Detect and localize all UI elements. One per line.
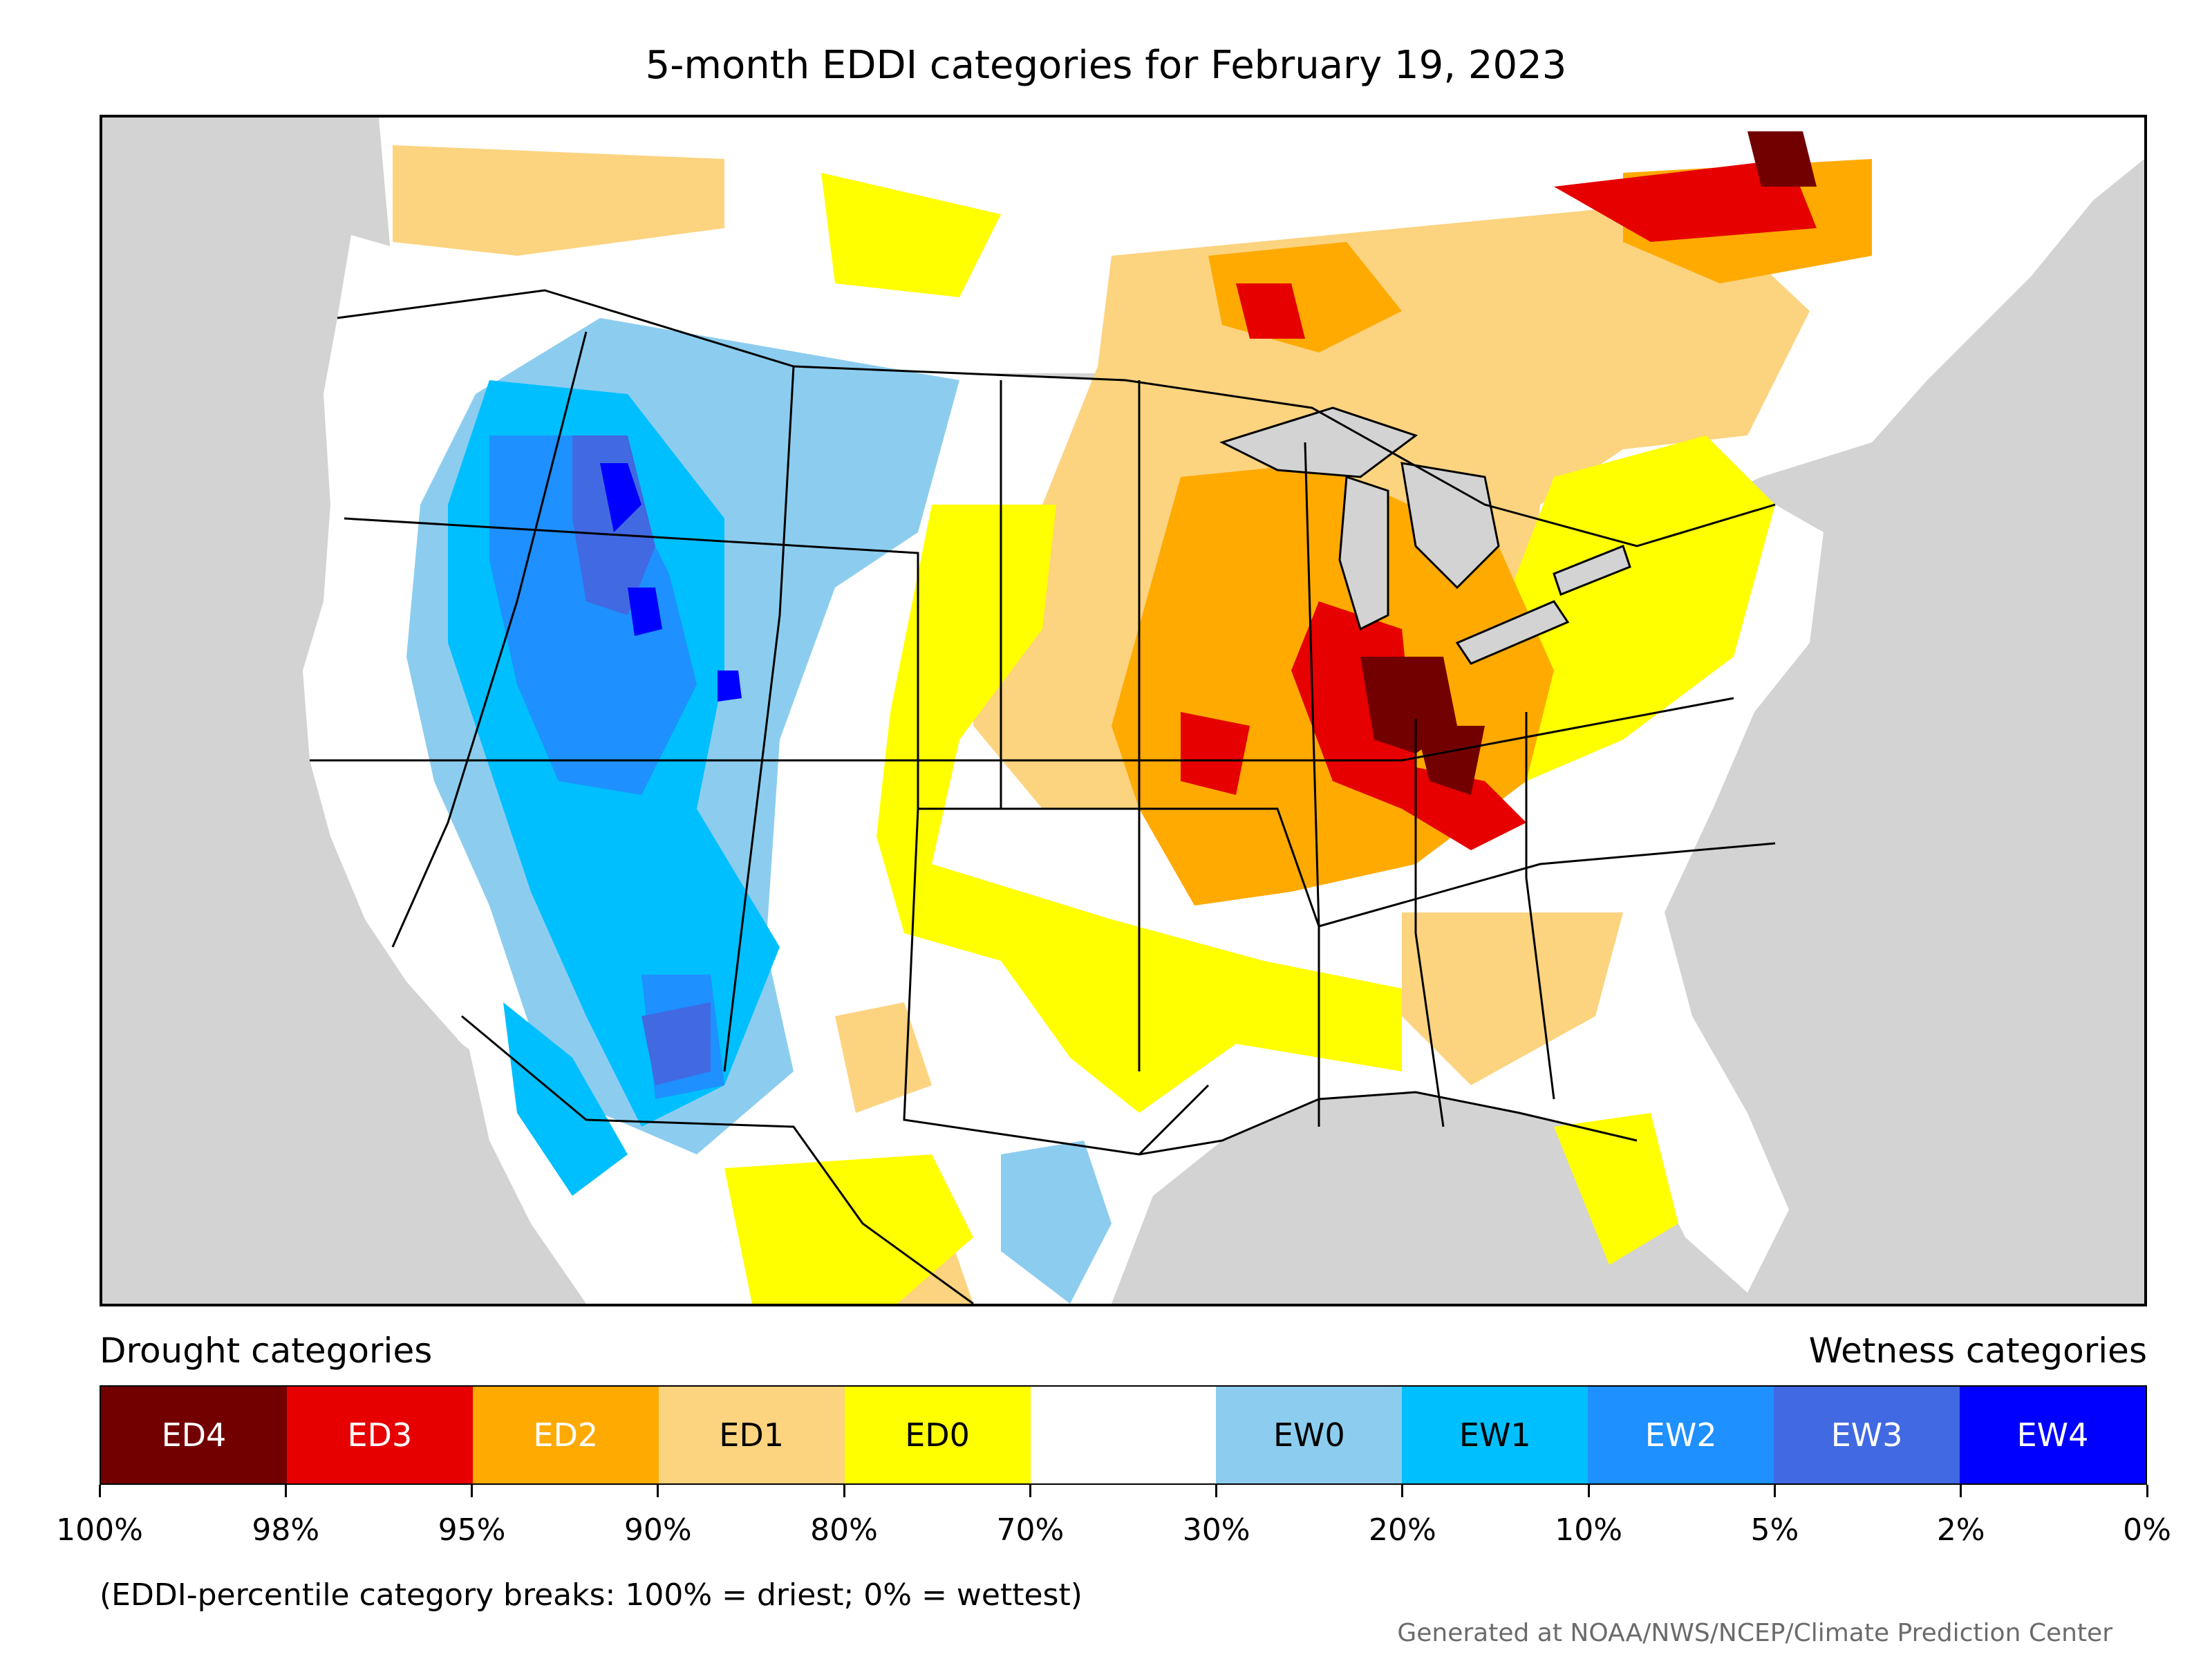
colorbar-tick [843, 1485, 845, 1497]
colorbar-tick [1401, 1485, 1404, 1497]
colorbar-tick [1587, 1485, 1590, 1497]
colorbar-tick [1960, 1485, 1962, 1497]
colorbar-ticks [98, 1485, 2148, 1499]
colorbar-cell-ed1: ED1 [658, 1387, 845, 1483]
colorbar-tick-label: 100% [56, 1512, 143, 1548]
colorbar-tick-label: 98% [252, 1512, 320, 1548]
colorbar-tick-label: 90% [624, 1512, 692, 1548]
colorbar-tick-label: 5% [1750, 1512, 1799, 1548]
state-borders [310, 289, 1776, 1304]
colorbar-tick-label: 2% [1936, 1512, 1985, 1548]
colorbar-tick-label: 95% [438, 1512, 506, 1548]
map-panel [100, 115, 2147, 1306]
map-title: 5-month EDDI categories for February 19,… [645, 43, 1567, 88]
colorbar-tick-label: 30% [1182, 1512, 1250, 1548]
colorbar-cell-ew0: EW0 [1216, 1387, 1403, 1483]
colorbar-cell-ew2: EW2 [1588, 1387, 1774, 1483]
colorbar-tick-label: 0% [2123, 1512, 2171, 1548]
colorbar-cell-ew1: EW1 [1402, 1387, 1588, 1483]
great-lakes [1219, 406, 1631, 665]
colorbar-tick [471, 1485, 474, 1497]
category-colorbar: ED4 ED3 ED2 ED1 ED0 EW0 EW1 EW2 EW3 EW4 [100, 1385, 2147, 1485]
ed4-areas [1360, 131, 1817, 795]
colorbar-cell-normal [1030, 1387, 1217, 1483]
colorbar-tick [1773, 1485, 1776, 1497]
colorbar-tick [1029, 1485, 1031, 1497]
drought-categories-label: Drought categories [100, 1331, 433, 1371]
ed0-areas [724, 173, 1775, 1304]
eddi-map [102, 118, 2144, 1304]
colorbar-cell-ed0: ED0 [844, 1387, 1031, 1483]
colorbar-tick-label: 70% [996, 1512, 1065, 1548]
percentile-note: (EDDI-percentile category breaks: 100% =… [100, 1577, 1082, 1613]
colorbar-tick [284, 1485, 287, 1497]
colorbar-cell-ed3: ED3 [286, 1387, 473, 1483]
wetness-categories-label: Wetness categories [1808, 1331, 2147, 1371]
colorbar-tick-label: 80% [810, 1512, 878, 1548]
colorbar-cell-ew4: EW4 [1960, 1387, 2146, 1483]
colorbar-tick-label: 10% [1555, 1512, 1623, 1548]
colorbar-tick [1215, 1485, 1218, 1497]
colorbar-tick [2146, 1485, 2148, 1497]
colorbar-tick [98, 1485, 101, 1497]
ew4-areas [600, 463, 742, 702]
colorbar-tick-label: 20% [1369, 1512, 1436, 1548]
colorbar-cell-ed4: ED4 [101, 1387, 287, 1483]
credit-line: Generated at NOAA/NWS/NCEP/Climate Predi… [1397, 1619, 2112, 1647]
colorbar-cell-ew3: EW3 [1774, 1387, 1960, 1483]
colorbar-tick [657, 1485, 659, 1497]
colorbar-cell-ed2: ED2 [472, 1387, 659, 1483]
